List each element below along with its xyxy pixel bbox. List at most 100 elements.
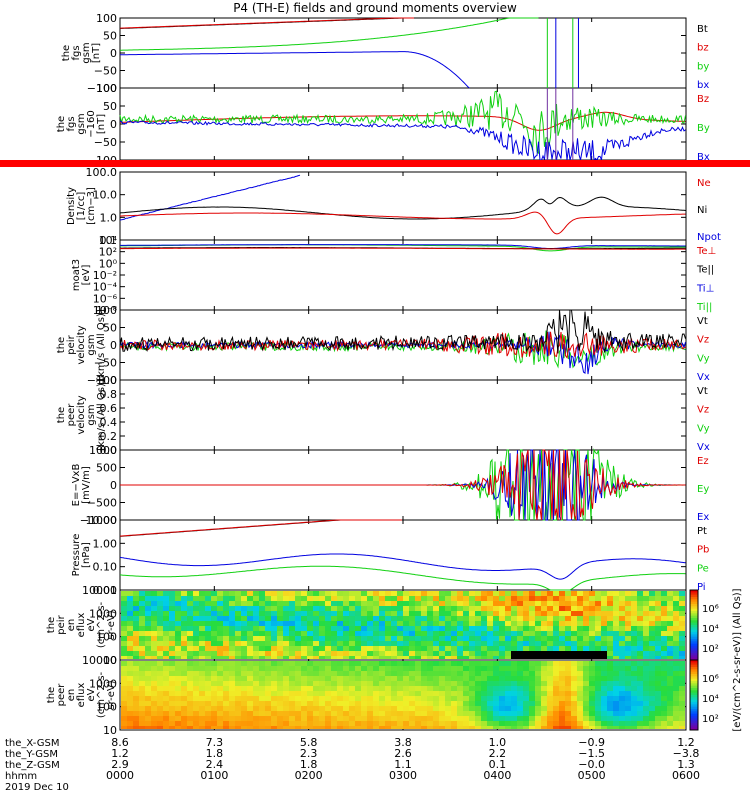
spectrogram-cell <box>451 646 457 651</box>
spectrogram-cell <box>655 641 661 646</box>
spectrogram-cell <box>145 601 151 606</box>
spectrogram-cell <box>313 676 319 681</box>
spectrogram-cell <box>607 721 613 726</box>
spectrogram-cell <box>277 651 283 656</box>
spectrogram-cell <box>385 681 391 686</box>
spectrogram-cell <box>619 646 625 651</box>
spectrogram-cell <box>139 711 145 716</box>
spectrogram-cell <box>325 666 331 671</box>
spectrogram-cell <box>241 646 247 651</box>
spectrogram-cell <box>487 641 493 646</box>
spectrogram-cell <box>163 646 169 651</box>
x-row-label: the_Z-GSM <box>5 760 60 771</box>
spectrogram-cell <box>433 621 439 626</box>
spectrogram-cell <box>235 621 241 626</box>
spectrogram-cell <box>571 696 577 701</box>
spectrogram-cell <box>325 591 331 596</box>
spectrogram-cell <box>643 641 649 646</box>
spectrogram-cell <box>169 601 175 606</box>
spectrogram-cell <box>637 716 643 721</box>
spectrogram-cell <box>673 661 679 666</box>
spectrogram-cell <box>349 626 355 631</box>
spectrogram-cell <box>529 646 535 651</box>
y-axis-label: eflux <box>76 613 87 638</box>
spectrogram-cell <box>577 596 583 601</box>
y-tick-label: 1.0 <box>100 211 118 224</box>
spectrogram-cell <box>625 606 631 611</box>
spectrogram-cell <box>247 681 253 686</box>
spectrogram-cell <box>283 726 289 729</box>
spectrogram-cell <box>679 636 685 641</box>
spectrogram-cell <box>511 606 517 611</box>
colorbar-cell <box>690 688 698 691</box>
colorbar-cell <box>690 702 698 705</box>
spectrogram-cell <box>403 696 409 701</box>
spectrogram-cell <box>451 666 457 671</box>
spectrogram-cell <box>331 661 337 666</box>
spectrogram-cell <box>121 621 127 626</box>
y-axis-label: moat3 <box>71 259 82 291</box>
spectrogram-cell <box>487 671 493 676</box>
spectrogram-cell <box>235 721 241 726</box>
spectrogram-cell <box>301 616 307 621</box>
spectrogram-cell <box>307 726 313 729</box>
spectrogram-cell <box>331 696 337 701</box>
spectrogram-cell <box>157 726 163 729</box>
spectrogram-cell <box>271 646 277 651</box>
spectrogram-cell <box>493 626 499 631</box>
spectrogram-cell <box>547 601 553 606</box>
spectrogram-cell <box>385 696 391 701</box>
spectrogram-cell <box>475 656 481 659</box>
spectrogram-cell <box>151 686 157 691</box>
spectrogram-cell <box>553 726 559 729</box>
spectrogram-cell <box>475 636 481 641</box>
spectrogram-cell <box>187 686 193 691</box>
spectrogram-cell <box>295 651 301 656</box>
spectrogram-cell <box>175 716 181 721</box>
spectrogram-cell <box>127 701 133 706</box>
colorbar-cell <box>690 606 698 610</box>
spectrogram-cell <box>235 601 241 606</box>
spectrogram-cell <box>457 656 463 659</box>
spectrogram-cell <box>145 631 151 636</box>
spectrogram-cell <box>133 726 139 729</box>
separator-band <box>0 160 750 167</box>
spectrogram-cell <box>661 641 667 646</box>
spectrogram-cell <box>397 611 403 616</box>
spectrogram-cell <box>265 591 271 596</box>
series-ni <box>119 196 686 220</box>
spectrogram-cell <box>163 601 169 606</box>
y-axis-label: the <box>46 687 57 703</box>
spectrogram-cell <box>445 591 451 596</box>
spectrogram-cell <box>595 696 601 701</box>
y-tick-label: 50 <box>103 30 117 43</box>
spectrogram-cell <box>571 686 577 691</box>
spectrogram-cell <box>187 606 193 611</box>
spectrogram-cell <box>301 601 307 606</box>
spectrogram-cell <box>649 621 655 626</box>
spectrogram-cell <box>457 711 463 716</box>
spectrogram-cell <box>607 596 613 601</box>
spectrogram-cell <box>409 636 415 641</box>
x-tick-label: 5.8 <box>300 736 318 749</box>
spectrogram-cell <box>379 631 385 636</box>
spectrogram-cell <box>133 631 139 636</box>
spectrogram-cell <box>457 666 463 671</box>
spectrogram-cell <box>493 666 499 671</box>
spectrogram-cell <box>577 661 583 666</box>
spectrogram-cell <box>577 641 583 646</box>
spectrogram-cell <box>661 721 667 726</box>
spectrogram-cell <box>631 701 637 706</box>
spectrogram-cell <box>289 661 295 666</box>
spectrogram-cell <box>679 681 685 686</box>
spectrogram-cell <box>181 636 187 641</box>
spectrogram-cell <box>373 681 379 686</box>
spectrogram-cell <box>145 596 151 601</box>
spectrogram-cell <box>139 671 145 676</box>
spectrogram-cell <box>469 621 475 626</box>
spectrogram-cell <box>613 606 619 611</box>
spectrogram-cell <box>655 701 661 706</box>
spectrogram-cell <box>673 726 679 729</box>
spectrogram-cell <box>445 701 451 706</box>
spectrogram-cell <box>187 646 193 651</box>
